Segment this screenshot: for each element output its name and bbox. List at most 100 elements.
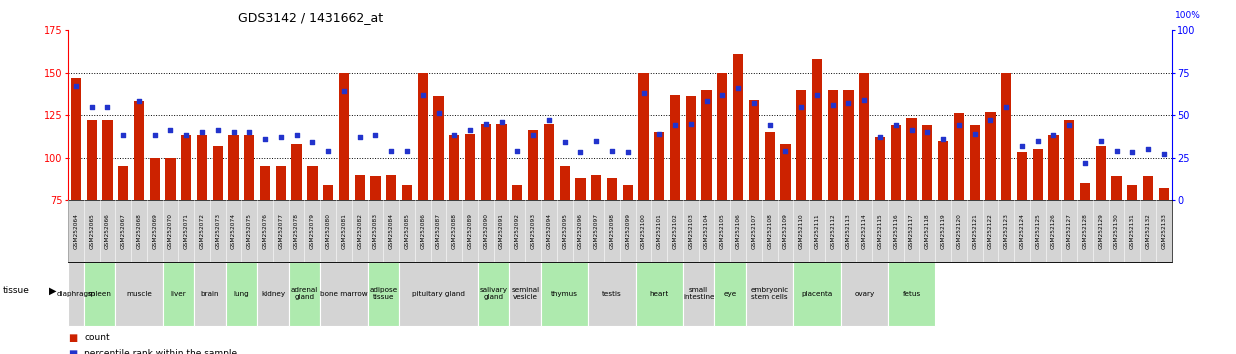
Point [1122, 150, 1142, 155]
Bar [509, 262, 541, 326]
Bar [320, 262, 367, 326]
Bar [544, 124, 554, 200]
Text: GSM252121: GSM252121 [973, 213, 978, 249]
Bar [1127, 185, 1137, 200]
Text: GSM252101: GSM252101 [656, 213, 661, 249]
Bar [292, 144, 302, 200]
Bar [560, 166, 570, 200]
Bar [891, 125, 901, 200]
Text: GSM252130: GSM252130 [1114, 213, 1119, 249]
Text: GSM252100: GSM252100 [641, 213, 646, 249]
Point [870, 134, 890, 140]
Bar [840, 262, 887, 326]
Text: GSM252075: GSM252075 [247, 213, 252, 249]
Text: adipose
tissue: adipose tissue [370, 287, 398, 300]
Text: GSM252068: GSM252068 [136, 213, 141, 249]
Text: GSM252102: GSM252102 [672, 213, 677, 249]
Bar [119, 166, 129, 200]
Bar [308, 166, 318, 200]
Point [902, 127, 922, 133]
Text: GSM252096: GSM252096 [578, 213, 583, 249]
Text: thymus: thymus [551, 291, 578, 297]
Point [681, 121, 701, 126]
Text: heart: heart [650, 291, 669, 297]
Bar [812, 59, 822, 200]
Text: GSM252079: GSM252079 [310, 213, 315, 249]
Point [1043, 133, 1063, 138]
Point [602, 148, 622, 154]
Point [382, 148, 402, 154]
Bar [828, 90, 838, 200]
Text: ▶: ▶ [49, 286, 57, 296]
Bar [541, 262, 588, 326]
Text: GSM252128: GSM252128 [1083, 213, 1088, 249]
Bar [68, 262, 84, 326]
Text: salivary
gland: salivary gland [480, 287, 508, 300]
Point [728, 85, 748, 91]
Bar [733, 54, 743, 200]
Bar [654, 132, 665, 200]
Point [571, 150, 591, 155]
Bar [289, 262, 320, 326]
Point [649, 131, 669, 137]
Bar [938, 141, 948, 200]
Text: GSM252086: GSM252086 [420, 213, 425, 249]
Bar [481, 124, 491, 200]
Bar [115, 262, 163, 326]
Point [634, 90, 654, 96]
Point [1028, 138, 1048, 143]
Point [318, 148, 337, 154]
Bar [367, 262, 399, 326]
Point [129, 99, 148, 104]
Text: GSM252133: GSM252133 [1162, 213, 1167, 249]
Bar [717, 73, 728, 200]
Bar [702, 90, 712, 200]
Bar [780, 144, 791, 200]
Text: GSM252073: GSM252073 [215, 213, 220, 249]
Point [838, 100, 858, 106]
Bar [1001, 73, 1011, 200]
Point [476, 121, 496, 126]
Bar [182, 136, 192, 200]
Text: GSM252076: GSM252076 [262, 213, 267, 249]
Text: ovary: ovary [854, 291, 874, 297]
Point [807, 92, 827, 97]
Bar [575, 178, 586, 200]
Text: diaphragm: diaphragm [57, 291, 95, 297]
Text: GSM252113: GSM252113 [845, 213, 852, 249]
Bar [623, 185, 633, 200]
Text: fetus: fetus [902, 291, 921, 297]
Bar [497, 124, 507, 200]
Text: GSM252103: GSM252103 [688, 213, 693, 249]
Point [523, 133, 543, 138]
Bar [70, 78, 82, 200]
Text: GSM252119: GSM252119 [941, 213, 946, 249]
Bar [747, 262, 794, 326]
Point [98, 104, 117, 109]
Text: GSM252087: GSM252087 [436, 213, 441, 249]
Text: GSM252114: GSM252114 [861, 213, 866, 249]
Point [618, 150, 638, 155]
Bar [686, 96, 696, 200]
Point [555, 139, 575, 145]
Text: GSM252109: GSM252109 [782, 213, 787, 249]
Point [996, 104, 1016, 109]
Point [145, 133, 164, 138]
Text: seminal
vesicle: seminal vesicle [512, 287, 539, 300]
Bar [355, 175, 365, 200]
Text: liver: liver [171, 291, 187, 297]
Bar [749, 100, 759, 200]
Bar [1080, 183, 1090, 200]
Text: GSM252064: GSM252064 [73, 213, 78, 249]
Bar [163, 262, 194, 326]
Point [697, 99, 717, 104]
Point [208, 127, 227, 133]
Bar [434, 96, 444, 200]
Text: GSM252088: GSM252088 [452, 213, 457, 249]
Text: GSM252112: GSM252112 [831, 213, 836, 249]
Point [854, 97, 874, 103]
Bar [197, 136, 208, 200]
Text: embryonic
stem cells: embryonic stem cells [750, 287, 789, 300]
Point [539, 117, 559, 123]
Point [508, 148, 528, 154]
